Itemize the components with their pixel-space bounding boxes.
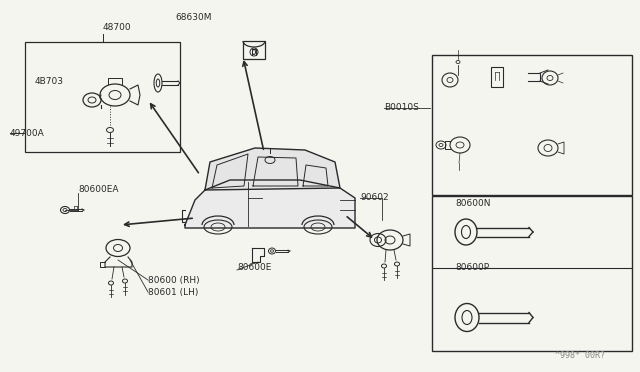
Text: 80600 (RH): 80600 (RH)	[148, 276, 200, 285]
Polygon shape	[205, 148, 340, 190]
Polygon shape	[185, 180, 355, 228]
Text: 80600EA: 80600EA	[78, 186, 118, 195]
Text: B0010S: B0010S	[384, 103, 419, 112]
Text: 90602: 90602	[360, 193, 388, 202]
Text: 80600P: 80600P	[455, 263, 489, 273]
Bar	[243, 41, 265, 59]
Bar	[491, 67, 503, 87]
Text: 80600E: 80600E	[237, 263, 271, 273]
Text: 80601 (LH): 80601 (LH)	[148, 288, 198, 296]
Bar	[25, 42, 180, 152]
Text: 48700: 48700	[103, 23, 132, 32]
Text: ^998* 00R?: ^998* 00R?	[555, 352, 605, 360]
Text: 80600N: 80600N	[455, 199, 490, 208]
Bar	[432, 55, 632, 195]
Text: 4B703: 4B703	[35, 77, 64, 87]
Bar	[432, 196, 632, 351]
Text: 49700A: 49700A	[10, 128, 45, 138]
Text: 68630M: 68630M	[175, 13, 211, 22]
